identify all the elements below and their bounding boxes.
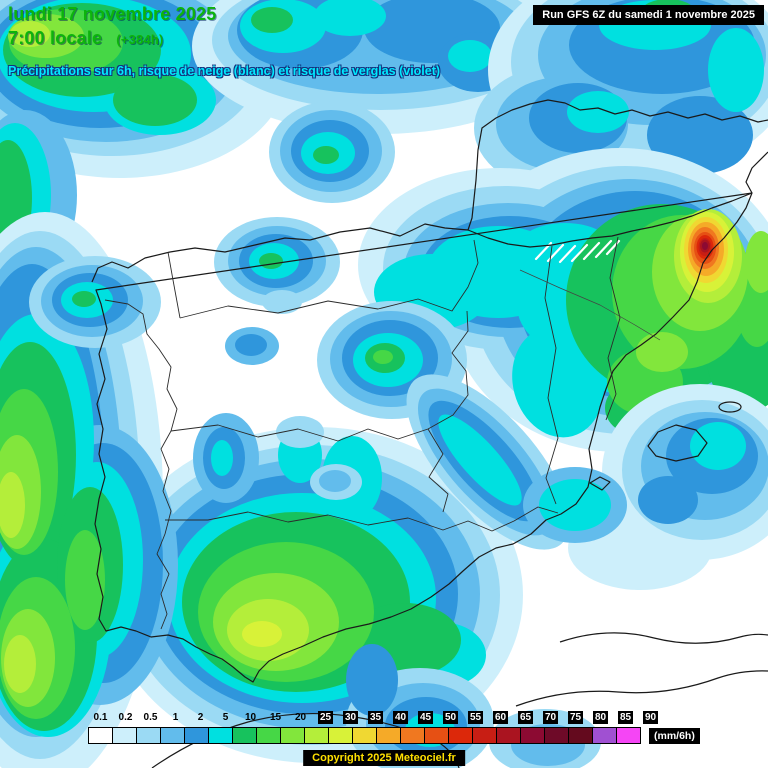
legend-color-cell	[520, 727, 545, 744]
internal-borders	[104, 236, 661, 630]
legend-color-cell	[328, 727, 353, 744]
legend-value-label: 60	[492, 711, 509, 724]
iberia-coastline	[91, 99, 768, 283]
legend-color-cell	[352, 727, 377, 744]
model-run-info: Run GFS 6Z du samedi 1 novembre 2025	[533, 5, 764, 25]
legend-value-label: 5	[222, 712, 229, 723]
legend-value-label: 50	[442, 711, 459, 724]
legend-color-cell	[568, 727, 593, 744]
legend-labels: 0.1 0.2 0.5 1 2 5 10 15 20 25 30 35 40 45 50 55 60 65 70 75…	[88, 710, 700, 725]
legend-color-cell	[496, 727, 521, 744]
legend-color-cell	[472, 727, 497, 744]
legend-cells	[88, 727, 641, 744]
legend-color-cell	[112, 727, 137, 744]
legend-value-label: 0.2	[118, 712, 133, 723]
legend-value-label: 2	[197, 712, 204, 723]
local-time: 7:00 locale	[8, 28, 103, 48]
legend-value-label: 35	[367, 711, 384, 724]
legend-value-label: 30	[342, 711, 359, 724]
legend-color-cell	[208, 727, 233, 744]
french-med-coast	[745, 151, 768, 194]
legend-color-cell	[400, 727, 425, 744]
legend-color-cell	[376, 727, 401, 744]
legend-color-cell	[184, 727, 209, 744]
legend-value-label: 80	[592, 711, 609, 724]
legend-color-cell	[88, 727, 113, 744]
balearic-islands	[589, 401, 742, 491]
legend-color-cell	[616, 727, 641, 744]
legend-value-label: 40	[392, 711, 409, 724]
legend-color-cell	[424, 727, 449, 744]
legend-value-label: 70	[542, 711, 559, 724]
copyright-notice: Copyright 2025 Meteociel.fr	[303, 750, 465, 766]
legend-value-label: 90	[642, 711, 659, 724]
map-subtitle: Précipitations sur 6h, risque de neige (…	[8, 64, 441, 78]
legend-color-cell	[448, 727, 473, 744]
map-header: lundi 17 novembre 2025 7:00 locale (+384h…	[8, 4, 440, 78]
legend-value-label: 85	[617, 711, 634, 724]
legend-value-label: 45	[417, 711, 434, 724]
legend-value-label: 25	[317, 711, 334, 724]
legend-color-cell	[592, 727, 617, 744]
legend-color-cell	[256, 727, 281, 744]
legend-color-cell	[304, 727, 329, 744]
legend-value-label: 10	[244, 712, 257, 723]
legend-value-label: 0.1	[93, 712, 108, 723]
spain-med-and-south-coast	[94, 192, 753, 683]
legend-value-label: 55	[467, 711, 484, 724]
forecast-offset: (+384h)	[116, 32, 164, 47]
legend-value-label: 1	[172, 712, 179, 723]
legend-unit: (mm/6h)	[649, 727, 700, 744]
legend-color-cell	[160, 727, 185, 744]
legend-color-cell	[136, 727, 161, 744]
precipitation-legend: 0.1 0.2 0.5 1 2 5 10 15 20 25 30 35 40 45 50 55 60 65 70 75…	[88, 710, 700, 744]
legend-color-cell	[280, 727, 305, 744]
portugal-border	[104, 299, 178, 630]
legend-value-label: 20	[294, 712, 307, 723]
pyrenees-border	[467, 192, 753, 248]
legend-value-label: 75	[567, 711, 584, 724]
legend-color-cell	[232, 727, 257, 744]
legend-color-cell	[544, 727, 569, 744]
forecast-date: lundi 17 novembre 2025	[8, 4, 217, 24]
legend-value-label: 65	[517, 711, 534, 724]
legend-value-label: 0.5	[143, 712, 158, 723]
legend-value-label: 15	[269, 712, 282, 723]
forecast-time: 7:00 locale (+384h)	[8, 28, 440, 49]
